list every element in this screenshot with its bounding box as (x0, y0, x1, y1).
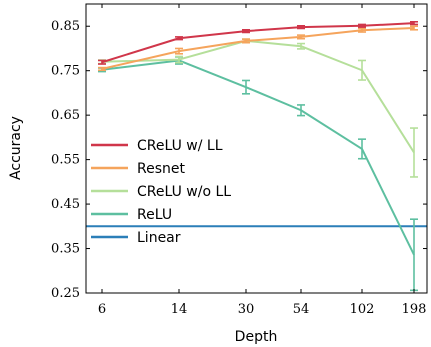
error-bar (98, 59, 106, 65)
y-tick-label: 0.85 (51, 19, 80, 34)
legend-entry-crelu-w-o-ll: CReLU w/o LL (91, 184, 231, 200)
error-bar (410, 25, 418, 31)
legend: CReLU w/ LL Resnet CReLU w/o LL ReLU Linear (91, 138, 231, 246)
y-tick-label: 0.45 (51, 197, 80, 212)
y-tick-label: 0.35 (51, 242, 80, 257)
series-line-resnet (101, 27, 415, 70)
error-bar (297, 42, 305, 50)
error-bar (358, 138, 366, 160)
error-bar (297, 34, 305, 40)
y-tick-label: 0.65 (51, 108, 80, 123)
error-bar (98, 66, 106, 72)
error-bar (358, 23, 366, 28)
error-bar (410, 218, 418, 292)
error-bar (242, 79, 250, 95)
x-tick-label: 198 (402, 302, 427, 317)
series-crelu-w-o-ll (98, 38, 418, 178)
y-tick-label: 0.55 (51, 153, 80, 168)
y-tick-label: 0.75 (51, 64, 80, 79)
error-bar (297, 104, 305, 117)
error-bar (175, 47, 183, 55)
legend-entry-crelu-w-ll: CReLU w/ LL (91, 138, 223, 154)
y-tick-label: 0.25 (51, 286, 80, 301)
x-tick-label: 30 (238, 302, 255, 317)
series-resnet (98, 25, 418, 72)
x-tick-label: 102 (350, 302, 375, 317)
legend-entry-relu: ReLU (91, 207, 172, 223)
legend-label: Linear (137, 230, 181, 246)
legend-label: Resnet (137, 161, 185, 177)
x-tick-label: 54 (293, 302, 310, 317)
legend-label: CReLU w/o LL (137, 184, 231, 200)
plot-frame (85, 3, 428, 294)
error-bar (175, 55, 183, 64)
error-bar (358, 27, 366, 33)
legend-entry-resnet: Resnet (91, 161, 185, 177)
y-axis-label: Accuracy (8, 116, 24, 180)
error-bar (175, 36, 183, 41)
legend-label: CReLU w/ LL (137, 138, 223, 154)
error-bar (297, 24, 305, 30)
series-line-relu (101, 59, 415, 256)
error-bar (242, 28, 250, 34)
legend-entry-linear: Linear (91, 230, 181, 246)
series-crelu-w-ll (98, 20, 418, 65)
plot-area (86, 20, 427, 292)
error-bar (358, 59, 366, 81)
legend-label: ReLU (137, 207, 172, 223)
x-tick-label: 6 (98, 302, 106, 317)
error-bar (410, 20, 418, 26)
series-line-crelu-w-ll (101, 22, 415, 64)
axis-ticks: 0.25 0.35 0.45 0.55 0.65 0.75 0.85 6 14 30 54 102 19… (51, 4, 427, 317)
x-tick-label: 14 (171, 302, 188, 317)
error-bar (242, 38, 250, 44)
error-bar (410, 127, 418, 178)
series-line-crelu-w-o-ll (101, 39, 415, 154)
x-axis-label: Depth (235, 329, 278, 345)
